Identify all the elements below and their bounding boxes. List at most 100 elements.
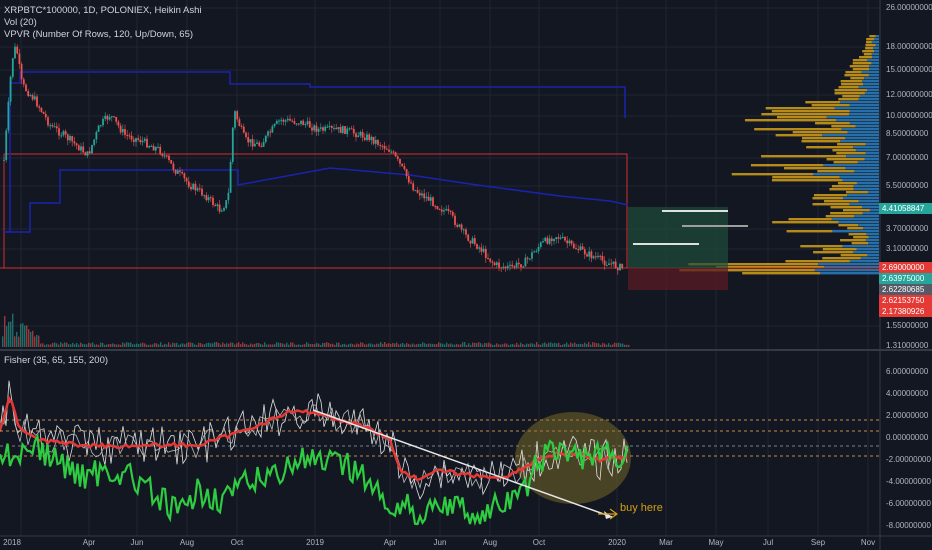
volume-bar bbox=[366, 344, 368, 347]
candle-body bbox=[432, 197, 434, 207]
candle-body bbox=[522, 266, 525, 268]
vpvr-down-bar bbox=[754, 128, 842, 131]
vpvr-up-bar bbox=[840, 140, 879, 143]
volume-bar bbox=[426, 344, 428, 347]
volume-bar bbox=[288, 344, 290, 347]
candle-body bbox=[55, 126, 58, 129]
volume-bar bbox=[548, 342, 550, 347]
price-label: 15.00000000 bbox=[886, 65, 932, 74]
candle-body bbox=[187, 181, 190, 187]
candle-body bbox=[586, 254, 588, 257]
volume-bar bbox=[116, 344, 118, 347]
price-badge[interactable]: 2.62280685 bbox=[879, 284, 932, 295]
vpvr-up-bar bbox=[865, 152, 879, 155]
time-label: Oct bbox=[230, 538, 244, 547]
candle-body bbox=[557, 237, 560, 239]
volume-bar bbox=[590, 344, 592, 347]
volume-bar bbox=[30, 331, 32, 347]
trend-line[interactable] bbox=[312, 409, 613, 518]
candle-body bbox=[108, 117, 111, 120]
price-badge[interactable]: 2.17380926 bbox=[879, 306, 932, 317]
candle-body bbox=[399, 159, 401, 164]
long-position-stop-zone[interactable] bbox=[628, 268, 728, 290]
volume-bar bbox=[488, 342, 490, 347]
candle-body bbox=[456, 224, 459, 227]
vpvr-down-bar bbox=[865, 44, 876, 47]
volume-bar bbox=[262, 344, 264, 347]
volume-bar bbox=[174, 343, 176, 347]
volume-bar bbox=[126, 342, 128, 347]
volume-bar bbox=[258, 343, 260, 347]
volume-bar bbox=[44, 344, 46, 347]
vpvr-legend[interactable]: VPVR (Number Of Rows, 120, Up/Down, 65) bbox=[4, 29, 194, 40]
volume-bar bbox=[98, 344, 100, 347]
long-position-profit-zone[interactable] bbox=[628, 207, 728, 268]
volume-bar bbox=[250, 343, 252, 347]
fisher-legend[interactable]: Fisher (35, 65, 155, 200) bbox=[4, 355, 109, 366]
candle-body bbox=[434, 206, 437, 208]
vpvr-up-bar bbox=[868, 236, 879, 239]
candle-body bbox=[44, 113, 47, 118]
volume-bar bbox=[522, 344, 524, 347]
price-badge[interactable]: 2.69000000 bbox=[879, 262, 932, 273]
volume-bar bbox=[398, 344, 400, 347]
vpvr-up-bar bbox=[849, 113, 879, 116]
candle-body bbox=[172, 163, 175, 170]
volume-bar bbox=[388, 343, 390, 347]
vpvr-down-bar bbox=[792, 131, 848, 134]
vpvr-down-bar bbox=[830, 206, 863, 209]
buy-here-annotation[interactable]: buy here bbox=[620, 502, 663, 514]
candle-body bbox=[374, 139, 377, 144]
vpvr-down-bar bbox=[841, 83, 864, 86]
volume-bar bbox=[352, 344, 354, 347]
price-badge[interactable]: 2.62153750 bbox=[879, 295, 932, 306]
vpvr-up-bar bbox=[860, 257, 879, 260]
candle-body bbox=[209, 197, 212, 199]
volume-bar bbox=[28, 329, 30, 347]
candle-body bbox=[117, 121, 120, 126]
price-badge[interactable]: 2.63975000 bbox=[879, 273, 932, 284]
candle-body bbox=[454, 215, 456, 225]
price-label: 5.50000000 bbox=[886, 181, 929, 190]
vpvr-down-bar bbox=[838, 98, 859, 101]
volume-legend[interactable]: Vol (20) bbox=[4, 17, 37, 28]
volume-bar bbox=[582, 344, 584, 347]
volume-bar bbox=[470, 344, 472, 347]
vpvr-down-bar bbox=[834, 92, 865, 95]
volume-bar bbox=[238, 342, 240, 347]
candle-body bbox=[416, 190, 419, 193]
volume-bar bbox=[194, 344, 196, 347]
candle-body bbox=[225, 200, 228, 209]
symbol-legend[interactable]: XRPBTC*100000, 1D, POLONIEX, Heikin Ashi bbox=[4, 5, 202, 16]
volume-bar bbox=[486, 343, 488, 347]
volume-bar bbox=[240, 344, 242, 347]
candle-body bbox=[449, 210, 452, 212]
volume-bar bbox=[498, 344, 500, 347]
volume-bar bbox=[528, 343, 530, 347]
candle-body bbox=[132, 139, 135, 142]
volume-bar bbox=[84, 344, 86, 347]
vpvr-down-bar bbox=[830, 212, 863, 215]
vpvr-down-bar bbox=[771, 110, 850, 113]
candle-body bbox=[427, 196, 430, 201]
vpvr-down-bar bbox=[851, 242, 869, 245]
time-label: Nov bbox=[860, 538, 876, 547]
highlight-ellipse[interactable] bbox=[515, 412, 631, 504]
volume-bar bbox=[312, 344, 314, 347]
candle-body bbox=[238, 119, 241, 127]
vpvr-down-bar bbox=[836, 152, 866, 155]
volume-bar bbox=[514, 344, 516, 347]
candle-body bbox=[9, 76, 12, 102]
vpvr-down-bar bbox=[772, 176, 840, 179]
price-badge[interactable]: 4.41058847 bbox=[879, 203, 932, 214]
vpvr-down-bar bbox=[838, 224, 859, 227]
volume-bar bbox=[32, 330, 34, 347]
volume-bar bbox=[256, 343, 258, 347]
heikin-ashi-candles[interactable] bbox=[3, 43, 624, 275]
volume-bar bbox=[36, 334, 38, 347]
volume-bar bbox=[306, 342, 308, 347]
volume-bar bbox=[408, 343, 410, 347]
volume-bar bbox=[212, 343, 214, 347]
vpvr-down-bar bbox=[834, 89, 868, 92]
